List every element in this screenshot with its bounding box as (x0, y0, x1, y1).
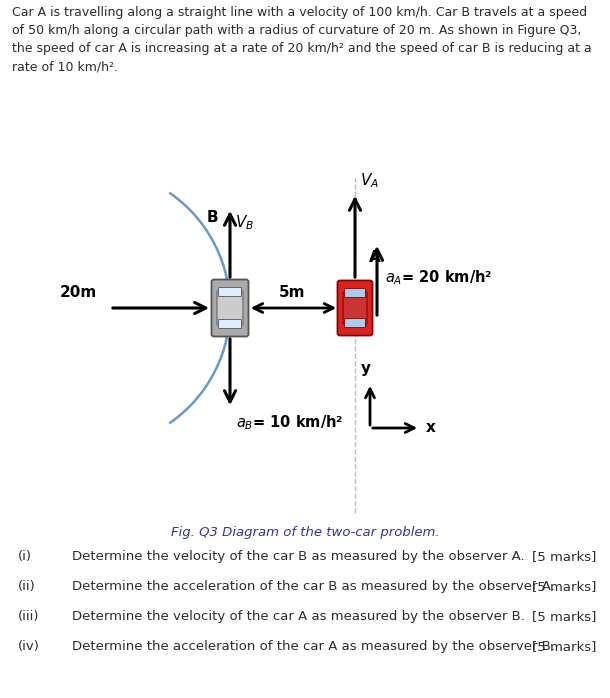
Text: B: B (206, 211, 218, 225)
Text: [5 marks]: [5 marks] (532, 640, 596, 653)
Text: (i): (i) (18, 550, 32, 563)
Text: 20m: 20m (60, 285, 97, 300)
Text: $a_B$= 10 km/h²: $a_B$= 10 km/h² (236, 413, 343, 431)
Text: y: y (361, 361, 371, 376)
Text: Car A is travelling along a straight line with a velocity of 100 km/h. Car B tra: Car A is travelling along a straight lin… (12, 6, 592, 73)
Text: 5m: 5m (279, 285, 306, 300)
Text: x: x (426, 420, 436, 436)
Text: Determine the acceleration of the car B as measured by the observer A.: Determine the acceleration of the car B … (72, 580, 554, 593)
FancyBboxPatch shape (218, 288, 242, 297)
Text: A: A (369, 251, 381, 265)
Text: $a_A$= 20 km/h²: $a_A$= 20 km/h² (385, 269, 492, 288)
Text: Determine the acceleration of the car A as measured by the observer B.: Determine the acceleration of the car A … (72, 640, 555, 653)
Text: [5 marks]: [5 marks] (532, 580, 596, 593)
Text: Determine the velocity of the car B as measured by the observer A.: Determine the velocity of the car B as m… (72, 550, 525, 563)
Text: Determine the velocity of the car A as measured by the observer B.: Determine the velocity of the car A as m… (72, 610, 525, 623)
FancyBboxPatch shape (218, 320, 242, 329)
FancyBboxPatch shape (212, 279, 248, 336)
Text: Fig. Q3 Diagram of the two-car problem.: Fig. Q3 Diagram of the two-car problem. (171, 526, 439, 539)
FancyBboxPatch shape (217, 291, 243, 325)
Text: $V_B$: $V_B$ (235, 214, 254, 232)
Text: (iii): (iii) (18, 610, 40, 623)
FancyBboxPatch shape (345, 288, 365, 297)
Text: [5 marks]: [5 marks] (532, 550, 596, 563)
FancyBboxPatch shape (345, 318, 365, 327)
Text: (ii): (ii) (18, 580, 36, 593)
FancyBboxPatch shape (337, 281, 373, 336)
Text: $V_A$: $V_A$ (360, 171, 379, 190)
FancyBboxPatch shape (343, 292, 367, 324)
Text: (iv): (iv) (18, 640, 40, 653)
Text: [5 marks]: [5 marks] (532, 610, 596, 623)
